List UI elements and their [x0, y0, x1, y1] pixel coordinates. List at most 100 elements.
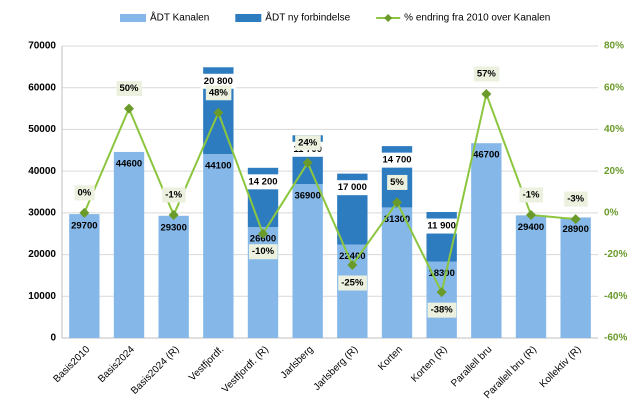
marker — [436, 287, 447, 298]
bar — [158, 215, 189, 338]
grid — [62, 45, 598, 339]
value-label: 29700 — [71, 221, 97, 232]
marker — [526, 209, 536, 220]
y2-tick-label: 80% — [604, 41, 624, 52]
label-box — [295, 135, 321, 151]
value-label: -1% — [165, 189, 182, 200]
label-box — [205, 85, 232, 101]
label-box — [427, 302, 457, 318]
bar — [292, 184, 323, 338]
value-label: 0% — [77, 187, 91, 198]
line — [83, 90, 576, 296]
label-box — [200, 73, 236, 89]
value-label: 29300 — [160, 222, 186, 233]
label-box — [519, 187, 543, 203]
value-label: 50% — [119, 83, 139, 94]
y2-tick-label: 60% — [604, 82, 624, 93]
marker — [213, 107, 224, 118]
y2-tick-label: -40% — [604, 291, 627, 302]
bar — [560, 217, 591, 338]
x-tick-label: Basis2024 (R) — [129, 344, 182, 397]
bar — [203, 154, 234, 338]
y2-tick-label: 20% — [604, 166, 624, 177]
label-box — [248, 244, 278, 260]
label-box — [564, 191, 588, 207]
marker — [570, 214, 581, 225]
x-tick-label: Vestfjordf. — [187, 344, 226, 383]
legend-swatch — [120, 14, 146, 22]
label-box — [74, 185, 95, 201]
x-tick-label: Basis2024 — [96, 344, 137, 385]
x-tick-label: Parallell bru — [449, 344, 494, 389]
y-tick-label: 70000 — [28, 41, 56, 52]
label-box — [379, 152, 415, 168]
value-label: 36900 — [294, 191, 320, 202]
legend-marker — [384, 14, 393, 22]
x-tick-label: Jarlsberg — [279, 344, 316, 381]
y-tick-label: 60000 — [28, 82, 56, 93]
y-tick-label: 50000 — [28, 124, 56, 135]
y2-tick-label: 0% — [604, 207, 619, 218]
x-tick-label: Korten — [376, 344, 405, 373]
value-label: 44100 — [205, 161, 231, 172]
x-tick-label: Basis2010 — [52, 344, 93, 385]
marker — [258, 228, 268, 239]
value-label: 18300 — [428, 268, 454, 279]
label-box — [473, 66, 500, 82]
value-label: 11 900 — [427, 221, 456, 232]
value-label: 17 000 — [338, 182, 367, 193]
value-label: 14 200 — [248, 176, 277, 187]
marker — [124, 103, 134, 114]
label-box — [245, 174, 281, 190]
bar — [471, 143, 502, 338]
value-label: 24% — [298, 137, 318, 148]
value-label: -1% — [523, 189, 540, 200]
bar — [515, 215, 547, 338]
x-tick-label: Vestfjordf. (R) — [220, 344, 271, 395]
label-box — [338, 275, 367, 291]
value-label: 14 700 — [382, 155, 411, 166]
legend-label: ÅDT ny forbindelse — [265, 11, 350, 24]
marker — [168, 209, 179, 220]
value-label: 46700 — [473, 150, 499, 161]
value-label: 44600 — [116, 158, 142, 169]
label-box — [424, 218, 459, 234]
value-label: -3% — [567, 194, 584, 205]
value-label: 22400 — [339, 251, 365, 262]
y-tick-label: 20000 — [28, 249, 56, 260]
y-tick-label: 0 — [50, 333, 56, 344]
value-label: 26600 — [250, 234, 276, 245]
marker — [481, 88, 492, 99]
value-label: -38% — [431, 305, 454, 316]
bar — [381, 207, 413, 338]
marker — [79, 207, 90, 218]
value-label: 48% — [209, 87, 229, 98]
marker — [302, 157, 313, 168]
x-tick-label: Kollektiv (R) — [538, 344, 584, 390]
bar — [113, 151, 145, 338]
label-box — [116, 81, 143, 97]
marker — [347, 260, 358, 270]
value-label: -25% — [341, 278, 364, 289]
value-label: 31300 — [384, 214, 410, 225]
bar — [69, 214, 100, 338]
value-label: 5% — [390, 177, 404, 188]
value-label: 57% — [477, 68, 497, 79]
y-tick-label: 40000 — [28, 166, 56, 177]
legend-label: % endring fra 2010 over Kanalen — [404, 13, 550, 24]
x-tick-label: Korten (R) — [409, 344, 449, 384]
y2-tick-label: -20% — [604, 249, 627, 260]
value-label: -10% — [252, 246, 275, 257]
x-tick-label: Jarlsberg (R) — [312, 344, 361, 393]
label-box — [334, 180, 370, 196]
marker — [392, 197, 402, 208]
label-box — [387, 174, 408, 190]
y-tick-label: 30000 — [28, 207, 56, 218]
legend-swatch — [235, 14, 262, 22]
value-label: 29400 — [518, 222, 544, 233]
y2-tick-label: -60% — [604, 333, 627, 344]
legend-label: ÅDT Kanalen — [150, 11, 209, 24]
value-label: 28900 — [562, 224, 588, 235]
value-label: 20 800 — [204, 76, 233, 87]
